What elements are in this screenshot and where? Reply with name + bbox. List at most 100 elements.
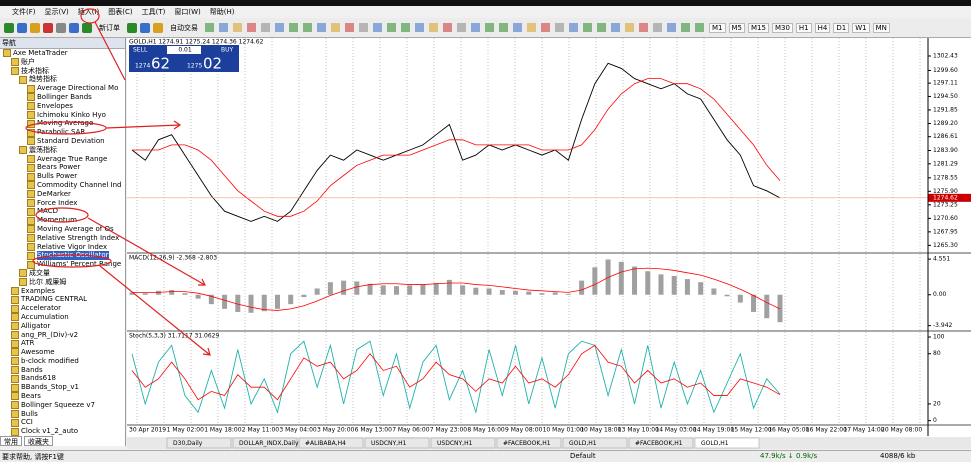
tree-icon [11, 401, 19, 410]
tool-icon [4, 22, 14, 33]
tool-icon [289, 23, 298, 32]
panel-title: Stoch(5,3,3) 31.7117 31.0629 [129, 333, 220, 340]
tree-item[interactable]: Accelerator [0, 304, 125, 313]
menu-item[interactable]: 显示(V) [44, 8, 69, 16]
tree-item[interactable]: 比尔 威廉姆 [0, 278, 125, 287]
tree-label: Examples [21, 286, 56, 295]
menu-bar: 文件(F) 显示(V) 插入(I) 图表(C) 工具(T) 窗口(W) 帮助(H) [0, 0, 971, 18]
timeframe[interactable]: M1 [709, 22, 726, 33]
tree-item[interactable]: Bands [0, 366, 125, 375]
nav-tab[interactable]: 常用 [0, 436, 22, 446]
tree-icon [3, 49, 11, 58]
tree-item[interactable]: Examples [0, 287, 125, 296]
tree-item[interactable]: Stochastic Oscillator [0, 251, 125, 261]
tree-item[interactable]: Relative Vigor Index [0, 243, 125, 252]
tree-label: Momentum [37, 216, 77, 225]
tree-item[interactable]: Clock v1_2_auto [0, 427, 125, 436]
timeframe[interactable]: D1 [833, 22, 850, 33]
tree-item[interactable]: Average Directional Mo [0, 84, 125, 93]
tree-item[interactable]: Commodity Channel Ind [0, 181, 125, 190]
navigator-title: 导航 [0, 38, 125, 49]
tree-item[interactable]: ATR [0, 339, 125, 348]
y-tick-label: 1273.25 [933, 201, 958, 208]
tree-label: 趋势指标 [29, 75, 57, 84]
tab[interactable] [232, 437, 298, 449]
tree-label: 比尔 威廉姆 [29, 277, 67, 286]
tab[interactable] [364, 437, 430, 449]
tree-item[interactable]: Bollinger Squeeze v7 [0, 401, 125, 410]
tree-item[interactable]: 趋势指标 [0, 75, 125, 84]
tab[interactable] [430, 437, 496, 449]
tree-item[interactable]: Standard Deviation [0, 137, 125, 146]
tree-item[interactable]: b-clock modified [0, 357, 125, 366]
tool-icon [611, 23, 620, 32]
tree-item[interactable]: Axe MetaTrader [0, 49, 125, 58]
tree-item[interactable]: Relative Strength Index [0, 234, 125, 243]
tree-item[interactable]: 账户 [0, 58, 125, 67]
timeframe[interactable]: M5 [728, 22, 745, 33]
tree-icon [27, 216, 35, 225]
y-tick-label: 1302.43 [933, 53, 958, 60]
timeframe[interactable]: M30 [771, 22, 793, 33]
tree-item[interactable]: Awesome [0, 348, 125, 357]
nav-tab[interactable]: 收藏夹 [24, 436, 53, 446]
menu-item[interactable]: 工具(T) [141, 8, 166, 16]
histogram-bar [645, 271, 651, 295]
tab[interactable] [694, 437, 760, 449]
tree-item[interactable]: 技术指标 [0, 67, 125, 76]
tree-item[interactable]: Accumulation [0, 313, 125, 322]
tree-item[interactable]: CCI [0, 418, 125, 427]
tree-item[interactable]: BBands_Stop_v1 [0, 383, 125, 392]
timeframe[interactable]: W1 [852, 22, 870, 33]
tree-item[interactable]: Moving Average of Os [0, 225, 125, 234]
tree-item[interactable]: Ichimoku Kinko Hyo [0, 111, 125, 120]
tree-label: Relative Vigor Index [37, 242, 108, 251]
menu-item[interactable]: 图表(C) [108, 8, 133, 16]
tree-item[interactable]: Bears Power [0, 163, 125, 172]
x-tick-label: 17 May 14:00 [843, 427, 884, 434]
tree-item[interactable]: MACD [0, 207, 125, 216]
tree-item[interactable]: Bears [0, 392, 125, 401]
tree-item[interactable]: Momentum [0, 216, 125, 225]
tree-item[interactable]: 成交量 [0, 269, 125, 278]
timeframe[interactable]: M15 [748, 22, 769, 33]
menu-item[interactable]: 文件(F) [12, 8, 36, 16]
tree-item[interactable]: Bollinger Bands [0, 93, 125, 102]
tab[interactable] [496, 437, 562, 449]
histogram-bar [195, 294, 201, 299]
tree-icon [27, 234, 35, 243]
tool-icon [639, 23, 648, 32]
timeframe[interactable]: H4 [814, 22, 831, 33]
tab[interactable] [298, 437, 364, 449]
tab[interactable] [628, 437, 694, 449]
histogram-bar [407, 285, 413, 295]
tree-item[interactable]: Bulls Power [0, 172, 125, 181]
tree-icon [11, 330, 19, 339]
histogram-bar [711, 288, 717, 295]
navigator: 导航 Axe MetaTrader 账户 技术指标 趋势指标 Average Direct… [0, 38, 126, 446]
tree-item[interactable]: Force Index [0, 199, 125, 208]
tree-label: b-clock modified [21, 356, 79, 365]
tree-item[interactable]: Williams' Percent Range [0, 260, 125, 269]
tree-item[interactable]: Alligator [0, 322, 125, 331]
histogram-bar [592, 267, 598, 295]
tab[interactable] [166, 437, 232, 449]
menu-item[interactable]: 插入(I) [77, 8, 100, 16]
tree-item[interactable]: Envelopes [0, 102, 125, 111]
histogram-bar [526, 291, 532, 295]
timeframe[interactable]: H1 [795, 22, 812, 33]
tab[interactable] [562, 437, 628, 449]
tree-item[interactable]: Bands618 [0, 374, 125, 383]
tree-item[interactable]: Bulls [0, 410, 125, 419]
menu-item[interactable]: 帮助(H) [209, 8, 235, 16]
tree-item[interactable]: Moving Average [0, 119, 125, 128]
timeframe[interactable]: MN [872, 22, 890, 33]
tree-item[interactable]: 震荡指标 [0, 146, 125, 155]
tree-item[interactable]: ang_PR_(Div)-v2 [0, 331, 125, 340]
tree-icon [27, 207, 35, 216]
tree-item[interactable]: DeMarker [0, 190, 125, 199]
tree-item[interactable]: Average True Range [0, 155, 125, 164]
tree-item[interactable]: TRADING CENTRAL [0, 295, 125, 304]
tree-item[interactable]: Parabolic SAR [0, 128, 125, 137]
menu-item[interactable]: 窗口(W) [174, 8, 201, 16]
